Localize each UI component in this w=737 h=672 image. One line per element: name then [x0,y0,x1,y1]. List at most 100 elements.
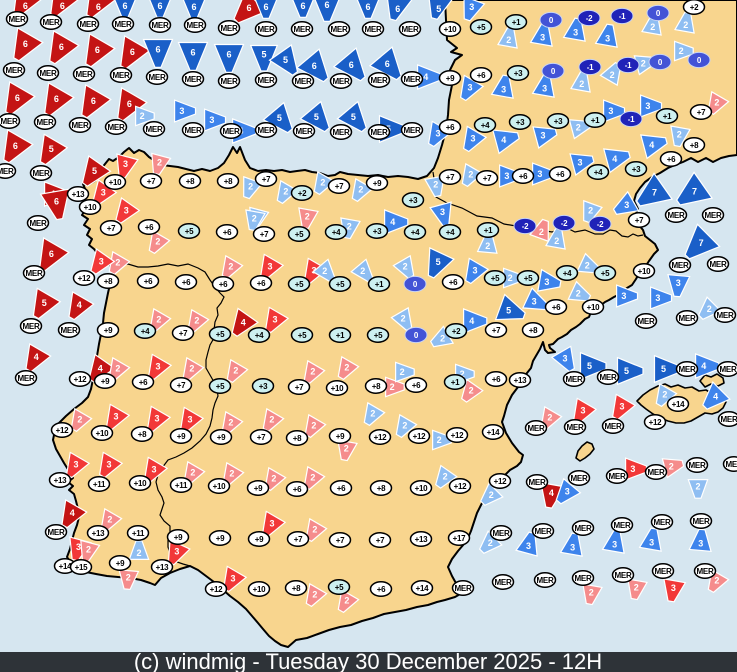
svg-text:6: 6 [300,1,305,11]
svg-text:2: 2 [641,59,646,69]
svg-text:6: 6 [226,49,231,59]
svg-text:4: 4 [469,316,474,326]
svg-text:2: 2 [714,576,719,586]
svg-text:MER: MER [18,374,35,383]
svg-text:+5: +5 [185,227,194,236]
svg-text:MER: MER [672,261,689,270]
svg-text:6: 6 [96,2,101,12]
svg-text:MER: MER [1,117,18,126]
svg-text:+3: +3 [632,165,641,174]
svg-text:MER: MER [668,211,685,220]
svg-text:MER: MER [80,20,97,29]
svg-text:2: 2 [312,590,317,600]
svg-text:+9: +9 [216,534,225,543]
svg-text:MER: MER [528,424,545,433]
svg-text:+13: +13 [415,535,429,544]
svg-text:2: 2 [233,366,238,376]
svg-text:+8: +8 [293,434,302,443]
svg-text:3: 3 [671,583,676,593]
svg-text:0: 0 [656,9,661,18]
svg-text:3: 3 [542,83,547,93]
svg-text:2: 2 [311,421,316,431]
svg-text:-2: -2 [586,14,593,23]
svg-text:+12: +12 [78,274,92,283]
svg-text:4: 4 [70,508,75,518]
svg-text:3: 3 [562,353,567,363]
svg-text:+5: +5 [335,583,344,592]
svg-text:2: 2 [194,316,199,326]
svg-text:4: 4 [549,488,554,498]
svg-text:3: 3 [209,115,214,125]
svg-text:6: 6 [13,141,18,151]
svg-text:3: 3 [76,542,81,552]
svg-text:3: 3 [645,101,650,111]
svg-text:+7: +7 [295,383,304,392]
svg-text:-1: -1 [628,115,635,124]
svg-text:MER: MER [149,73,166,82]
svg-text:+6: +6 [293,485,302,494]
svg-text:2: 2 [634,582,639,592]
svg-text:+7: +7 [336,536,345,545]
svg-text:+6: +6 [223,228,232,237]
svg-text:2: 2 [320,178,325,188]
svg-text:3: 3 [106,459,111,469]
svg-text:+7: +7 [179,329,188,338]
svg-text:2: 2 [576,123,581,133]
svg-text:+9: +9 [177,432,186,441]
svg-text:MER: MER [710,260,727,269]
svg-text:MER: MER [37,118,54,127]
svg-text:5: 5 [314,112,319,122]
svg-text:+2: +2 [298,189,307,198]
svg-text:6: 6 [312,61,317,71]
svg-text:MER: MER [23,322,40,331]
svg-text:+9: +9 [255,535,264,544]
svg-text:3: 3 [124,206,129,216]
svg-text:3: 3 [435,128,440,138]
svg-text:MER: MER [529,478,546,487]
svg-text:3: 3 [537,169,542,179]
svg-text:MER: MER [600,373,617,382]
svg-text:MER: MER [115,20,132,29]
svg-text:2: 2 [401,314,406,324]
svg-text:MER: MER [72,121,89,130]
svg-text:3: 3 [123,159,128,169]
svg-text:+12: +12 [454,482,468,491]
svg-text:2: 2 [585,260,590,270]
svg-text:+6: +6 [552,303,561,312]
svg-text:2: 2 [190,468,195,478]
svg-text:3: 3 [99,257,104,267]
svg-text:6: 6 [60,1,65,11]
svg-text:2: 2 [360,266,365,276]
svg-text:3: 3 [151,464,156,474]
svg-text:MER: MER [679,365,696,374]
svg-text:3: 3 [570,542,575,552]
svg-text:MER: MER [43,18,60,27]
svg-text:+3: +3 [554,117,563,126]
svg-text:2: 2 [310,367,315,377]
svg-text:MER: MER [654,518,671,527]
svg-text:0: 0 [414,331,419,340]
svg-text:2: 2 [485,241,490,251]
svg-text:4: 4 [501,135,506,145]
svg-text:2: 2 [547,413,552,423]
svg-text:4: 4 [98,363,103,373]
svg-text:+11: +11 [93,480,106,489]
svg-text:MER: MER [721,415,737,424]
svg-text:2: 2 [358,185,363,195]
svg-text:+12: +12 [649,418,663,427]
svg-text:3: 3 [649,537,654,547]
svg-text:MER: MER [404,75,421,84]
svg-text:2: 2 [443,472,448,482]
svg-text:2: 2 [469,386,474,396]
svg-text:MER: MER [535,527,552,536]
svg-text:4: 4 [423,72,428,82]
svg-text:+4: +4 [446,228,455,237]
svg-text:+6: +6 [556,170,565,179]
svg-text:2: 2 [155,237,160,247]
svg-text:6: 6 [127,99,132,109]
svg-text:MER: MER [689,461,706,470]
svg-text:MER: MER [146,125,163,134]
svg-text:MER: MER [495,578,512,587]
svg-text:+10: +10 [253,585,267,594]
svg-text:3: 3 [532,296,537,306]
